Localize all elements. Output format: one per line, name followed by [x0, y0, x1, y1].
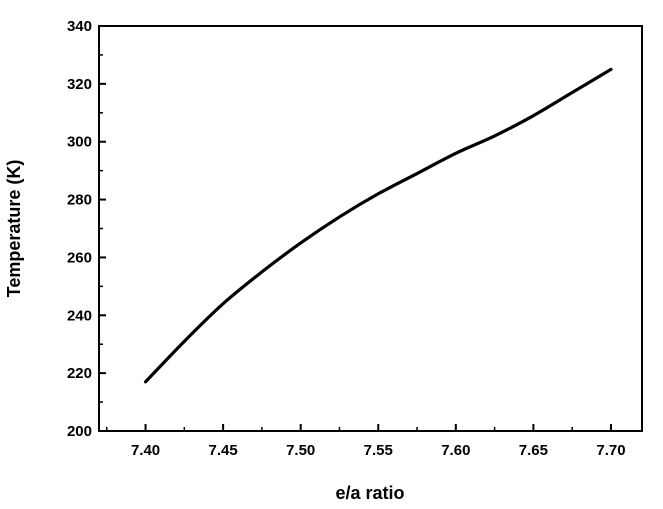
y-tick-label: 240: [67, 307, 92, 324]
y-tick-label: 280: [67, 192, 92, 209]
x-tick-label: 7.60: [441, 442, 470, 459]
y-tick-label: 340: [67, 18, 92, 35]
x-tick-label: 7.45: [209, 442, 238, 459]
x-tick-label: 7.55: [364, 442, 393, 459]
series-line: [143, 67, 613, 384]
y-tick-labels: 200 220 240 260 280 300 320 340: [67, 18, 92, 440]
plot-frame: [98, 25, 643, 432]
y-tick-label: 260: [67, 249, 92, 266]
major-ticks: [99, 25, 612, 432]
y-tick-label: 300: [67, 134, 92, 151]
x-tick-label: 7.50: [286, 442, 315, 459]
x-tick-label: 7.40: [131, 442, 160, 459]
x-tick-labels: 7.40 7.45 7.50 7.55 7.60 7.65 7.70: [131, 442, 626, 459]
minor-ticks: [99, 54, 573, 431]
y-tick-label: 220: [67, 365, 92, 382]
y-axis-title: Temperature (K): [4, 160, 24, 298]
y-tick-label: 320: [67, 76, 92, 93]
y-tick-label: 200: [67, 423, 92, 440]
x-axis-title: e/a ratio: [335, 483, 404, 503]
x-tick-label: 7.70: [596, 442, 625, 459]
x-tick-label: 7.65: [519, 442, 548, 459]
